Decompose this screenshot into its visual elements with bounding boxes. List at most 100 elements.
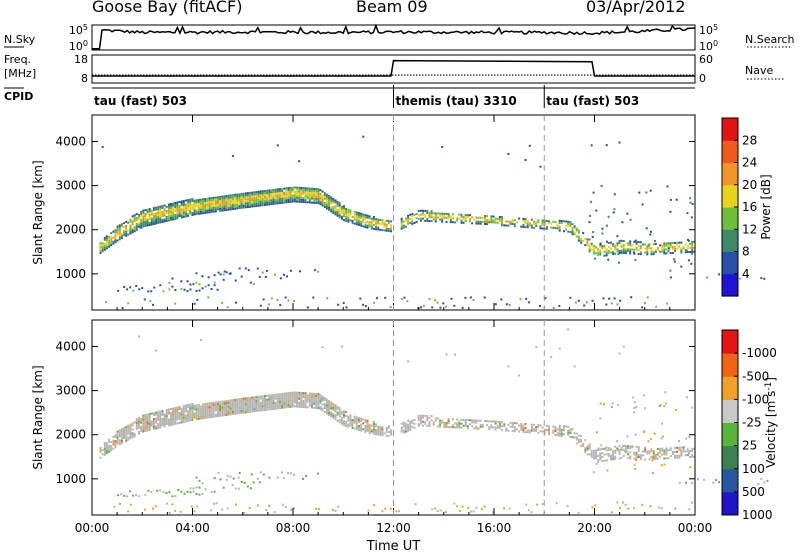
velocity-cell — [633, 463, 636, 466]
power-cell — [110, 238, 113, 241]
velocity-cell — [347, 419, 350, 422]
power-cell — [302, 187, 305, 190]
velocity-cell — [612, 456, 615, 459]
power-cell — [603, 250, 606, 253]
power-cell — [674, 241, 676, 244]
power-cell — [669, 252, 672, 255]
power-cell — [449, 221, 452, 224]
velocity-cell — [437, 425, 439, 428]
velocity-cell — [159, 426, 162, 429]
power-cell — [490, 219, 493, 222]
power-cell — [441, 212, 444, 215]
velocity-cell — [112, 441, 115, 444]
velocity-cell — [328, 400, 330, 402]
velocity-cell — [595, 451, 597, 454]
power-cell — [340, 211, 343, 214]
power-cell — [390, 226, 392, 229]
velocity-cell — [676, 456, 679, 459]
velocity-cell — [407, 419, 410, 422]
power-cell — [616, 244, 619, 247]
velocity-cell — [131, 424, 134, 427]
power-ylabel: Slant Range [km] — [31, 160, 45, 264]
velocity-cell — [424, 420, 427, 423]
velocity-cell — [191, 405, 194, 407]
power-cell — [144, 221, 147, 223]
velocity-cell — [662, 435, 664, 438]
velocity-cell — [332, 408, 335, 411]
velocity-cell — [317, 403, 320, 406]
velocity-cell — [678, 481, 681, 484]
power-cell — [298, 186, 301, 189]
velocity-cell — [231, 407, 234, 410]
power-cell — [187, 199, 190, 201]
velocity-cell — [268, 394, 271, 397]
power-cell — [513, 223, 516, 226]
velocity-cell — [509, 421, 512, 424]
power-cell — [238, 201, 241, 204]
power-cell — [362, 217, 365, 220]
velocity-cell — [210, 412, 213, 415]
velocity-cell — [125, 433, 128, 436]
velocity-cell — [618, 452, 621, 455]
power-cell — [481, 216, 484, 219]
velocity-cell — [138, 416, 140, 419]
velocity-cell — [665, 453, 668, 456]
velocity-cell — [214, 401, 217, 404]
velocity-cell — [296, 405, 298, 408]
velocity-cell — [304, 392, 307, 395]
power-cell — [231, 155, 234, 157]
power-cell — [133, 214, 136, 217]
velocity-cell — [381, 432, 384, 435]
velocity-cell — [129, 423, 132, 426]
power-cell — [244, 198, 247, 201]
velocity-cell — [186, 490, 189, 493]
velocity-cell — [370, 430, 373, 433]
power-cell — [257, 198, 260, 201]
velocity-cell — [189, 487, 192, 490]
power-cell — [460, 219, 463, 222]
velocity-cell — [304, 398, 307, 401]
velocity-cell — [313, 398, 316, 401]
power-cell — [627, 244, 629, 247]
power-cell — [236, 203, 239, 206]
power-cell — [509, 222, 512, 225]
power-cell — [283, 201, 286, 204]
power-cell — [112, 236, 115, 239]
velocity-cell — [302, 404, 305, 406]
power-cell — [571, 233, 574, 236]
velocity-cell — [142, 424, 145, 427]
velocity-cell — [242, 401, 245, 404]
power-cell — [231, 196, 234, 199]
velocity-cell — [313, 406, 316, 409]
velocity-xlabel: Time UT — [366, 539, 420, 554]
velocity-cell — [155, 411, 158, 414]
velocity-cell — [302, 396, 305, 399]
power-cell — [362, 221, 365, 224]
power-cell — [174, 204, 177, 206]
power-cell — [193, 207, 196, 210]
velocity-cell — [633, 453, 636, 456]
velocity-cell — [223, 412, 226, 415]
velocity-cell — [185, 410, 187, 413]
power-cell — [189, 283, 192, 286]
velocity-cell — [626, 435, 629, 438]
velocity-cell — [332, 416, 335, 419]
velocity-cell — [660, 507, 663, 510]
power-cell — [360, 220, 363, 223]
power-cell — [208, 211, 211, 214]
power-cell — [105, 243, 108, 246]
power-cell — [366, 220, 369, 223]
velocity-cell — [118, 439, 121, 442]
velocity-cell — [302, 394, 305, 397]
power-cell — [135, 284, 138, 287]
velocity-cell — [573, 432, 576, 435]
power-cell — [336, 208, 339, 211]
power-cell — [193, 211, 196, 214]
velocity-cell — [261, 397, 264, 400]
power-cell — [494, 221, 497, 224]
power-cell — [198, 283, 201, 286]
velocity-cell — [323, 403, 326, 405]
velocity-cell — [249, 396, 251, 399]
velocity-cell — [402, 431, 405, 434]
velocity-cell — [306, 398, 309, 401]
